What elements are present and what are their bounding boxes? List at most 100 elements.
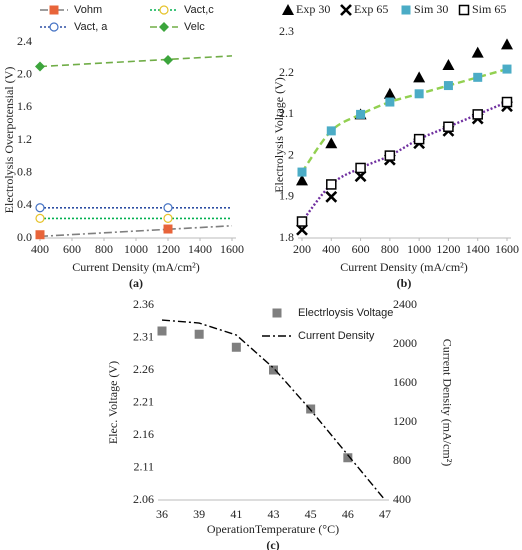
legend-label: Sim 30 <box>414 2 448 16</box>
x-tick-label: 200 <box>293 242 311 256</box>
marker <box>163 213 173 223</box>
x-tick-label: 1000 <box>407 242 431 256</box>
y-tick-label: 0.4 <box>17 197 32 211</box>
marker <box>355 162 366 174</box>
marker <box>296 216 308 227</box>
marker <box>501 96 513 108</box>
series-line <box>161 319 386 501</box>
x-tick-label: 1200 <box>436 242 460 256</box>
trend-line <box>301 100 508 223</box>
y-tick-label: 2.4 <box>17 34 32 48</box>
x-tick-label: 800 <box>95 242 113 256</box>
marker <box>502 64 512 74</box>
marker <box>443 81 453 91</box>
legend-marker <box>401 5 411 15</box>
marker <box>414 89 424 99</box>
marker <box>413 71 426 83</box>
x-tick-label: 36 <box>156 507 168 521</box>
panel-label: (c) <box>266 538 279 550</box>
marker <box>385 97 395 107</box>
x-tick-label: 1200 <box>156 242 180 256</box>
marker <box>297 167 307 177</box>
marker <box>35 230 45 240</box>
legend-marker <box>159 22 169 32</box>
marker <box>501 38 513 50</box>
legend-label: Current Density <box>298 330 375 342</box>
y-tick-label: 2.36 <box>133 297 154 311</box>
y-tick-label: 2.3 <box>279 24 294 38</box>
x-tick-label: 400 <box>31 242 49 256</box>
x-tick-label: 43 <box>268 507 280 521</box>
marker <box>296 174 308 186</box>
marker <box>35 203 45 213</box>
y-tick-label: 2.0 <box>17 66 32 80</box>
marker <box>325 137 338 149</box>
marker <box>473 72 483 82</box>
x-tick-label: 1600 <box>495 242 519 256</box>
marker <box>231 342 241 352</box>
legend-label: Vact, a <box>74 21 108 33</box>
marker <box>163 203 173 213</box>
legend-label: Exp 30 <box>296 2 330 16</box>
marker <box>442 58 455 70</box>
legend-marker <box>458 4 470 16</box>
marker <box>35 213 45 223</box>
marker <box>356 109 366 119</box>
x-tick-label: 1400 <box>188 242 212 256</box>
y-tick-label: 2 <box>288 147 294 161</box>
x-tick-label: 400 <box>322 242 340 256</box>
x-tick-label: 46 <box>342 507 354 521</box>
legend-marker <box>282 4 294 15</box>
y-tick-label: 2.06 <box>133 492 154 506</box>
y2-tick-label: 2400 <box>393 297 417 311</box>
legend-marker <box>49 5 59 15</box>
legend-label: Sim 65 <box>472 2 506 16</box>
legend-marker <box>272 308 282 318</box>
legend-label: Vohm <box>74 4 102 16</box>
legend-marker <box>159 5 169 15</box>
series-line <box>39 55 233 68</box>
y-tick-label: 2.11 <box>133 459 154 473</box>
x-tick-label: 47 <box>379 507 391 521</box>
y-tick-label: 2.2 <box>279 65 294 79</box>
y-tick-label: 2.31 <box>133 329 154 343</box>
marker <box>472 109 483 120</box>
marker <box>35 61 45 72</box>
y-tick-label: 1.8 <box>279 230 294 244</box>
x-axis-label: Current Density (mA/cm²) <box>72 260 200 274</box>
marker <box>325 190 338 203</box>
x-tick-label: 1000 <box>124 242 148 256</box>
x-tick-label: 41 <box>230 507 242 521</box>
marker <box>326 179 337 190</box>
legend-marker <box>340 4 352 16</box>
panel-label: (a) <box>129 276 143 290</box>
x-tick-label: 1600 <box>220 242 244 256</box>
y-axis-label: Elec. Voltage (V) <box>106 361 120 444</box>
marker <box>413 133 425 145</box>
y-tick-label: 2.1 <box>279 106 294 120</box>
marker <box>443 121 454 133</box>
marker <box>471 46 484 58</box>
y2-tick-label: 1200 <box>393 414 417 428</box>
marker <box>163 224 173 234</box>
x-axis-label: Current Density (mA/cm²) <box>340 260 468 274</box>
y-tick-label: 2.21 <box>133 394 154 408</box>
panel-label: (b) <box>397 276 412 290</box>
y2-tick-label: 2000 <box>393 336 417 350</box>
legend-label: Velc <box>184 21 205 33</box>
marker <box>383 87 396 99</box>
x-tick-label: 45 <box>305 507 317 521</box>
marker <box>194 329 204 339</box>
x-tick-label: 800 <box>381 242 399 256</box>
y-tick-label: 1.6 <box>17 99 32 113</box>
x-tick-label: 39 <box>193 507 205 521</box>
y-axis-label: Electrolysis Voltage (V) <box>272 77 286 193</box>
series-line <box>39 224 233 238</box>
y-tick-label: 2.16 <box>133 427 154 441</box>
y-tick-label: 1.9 <box>279 189 294 203</box>
legend-label: Electrloysis Voltage <box>298 307 393 319</box>
y2-tick-label: 400 <box>393 492 411 506</box>
marker <box>163 54 173 65</box>
x-tick-label: 600 <box>63 242 81 256</box>
